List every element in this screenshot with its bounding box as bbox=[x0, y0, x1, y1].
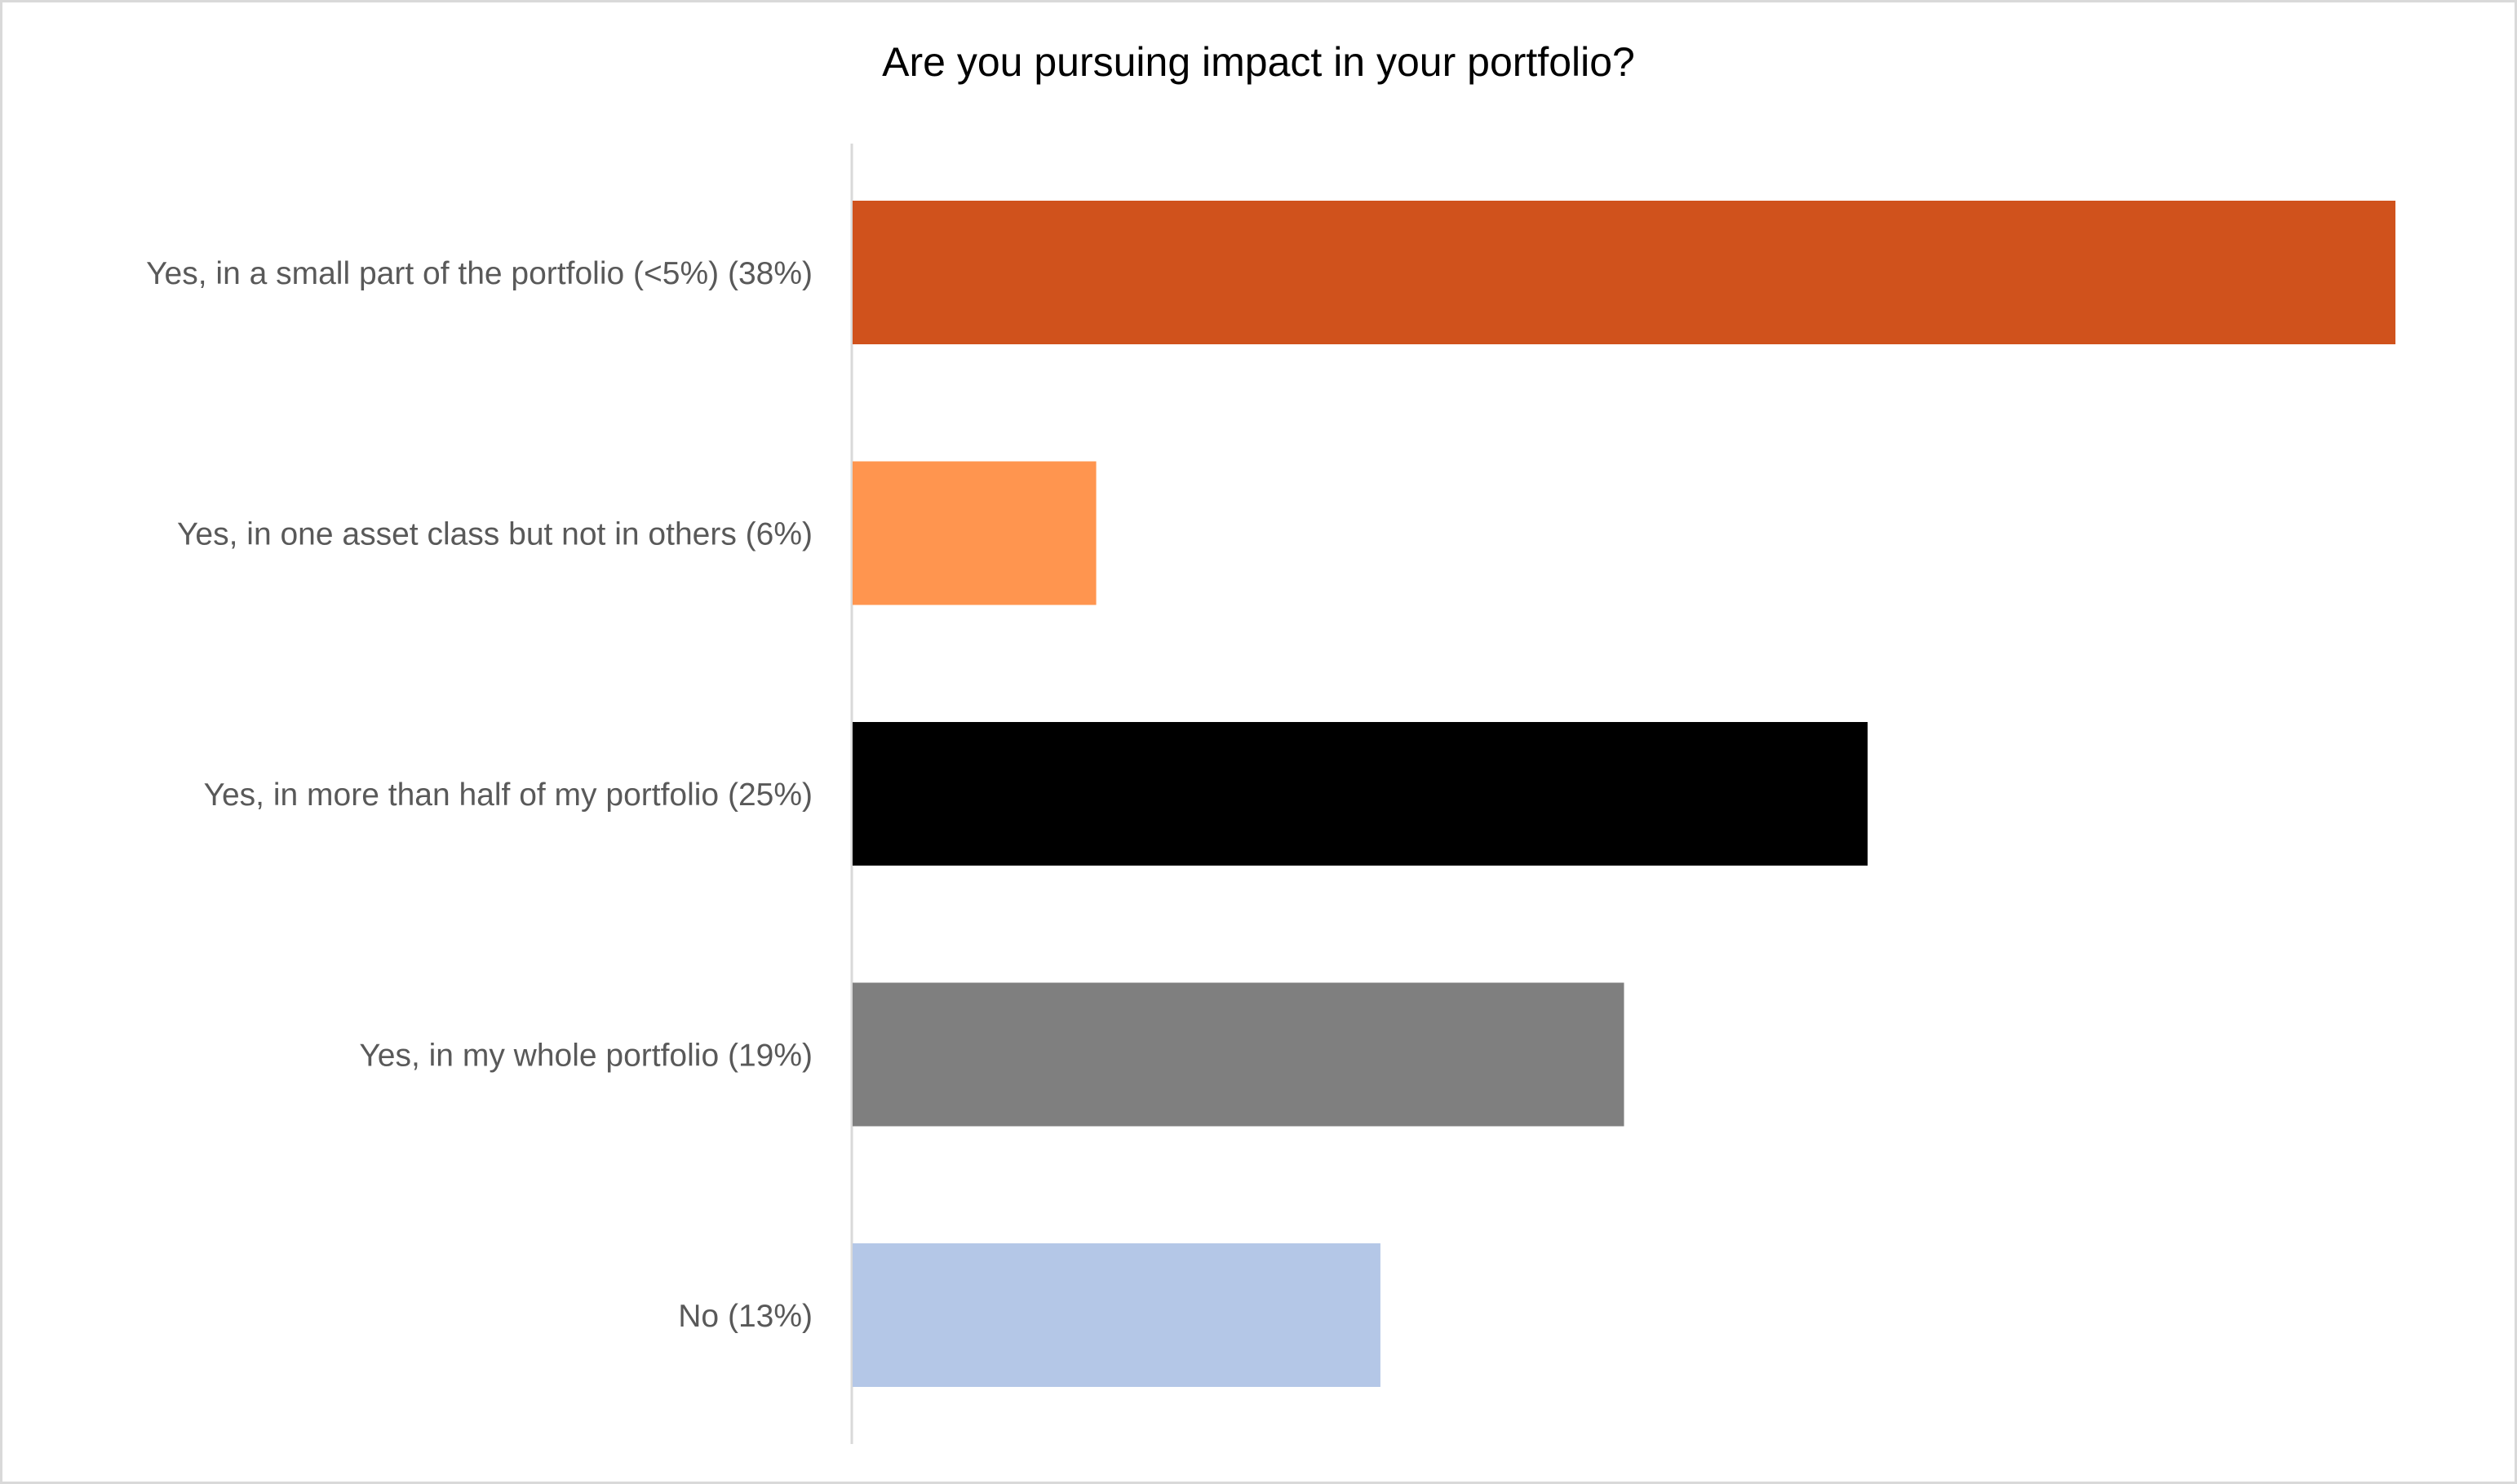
category-label: Yes, in my whole portfolio (19%) bbox=[359, 1039, 813, 1074]
category-label: Yes, in one asset class but not in other… bbox=[177, 517, 813, 552]
category-label: Yes, in a small part of the portfolio (<… bbox=[146, 256, 813, 291]
bar-4 bbox=[853, 982, 1624, 1127]
bar-5 bbox=[853, 1243, 1380, 1387]
chart-title: Are you pursuing impact in your portfoli… bbox=[882, 39, 1635, 85]
category-label: No (13%) bbox=[678, 1299, 813, 1334]
bar-3 bbox=[853, 722, 1868, 866]
bar-1 bbox=[853, 201, 2395, 344]
bar-2 bbox=[853, 461, 1097, 605]
category-label: Yes, in more than half of my portfolio (… bbox=[204, 777, 813, 813]
